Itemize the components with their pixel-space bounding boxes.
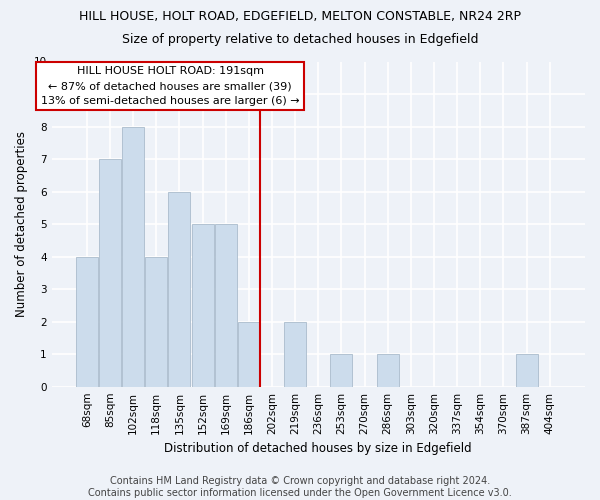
X-axis label: Distribution of detached houses by size in Edgefield: Distribution of detached houses by size … bbox=[164, 442, 472, 455]
Bar bbox=[331, 354, 352, 386]
Bar bbox=[122, 126, 144, 386]
Bar bbox=[76, 256, 98, 386]
Y-axis label: Number of detached properties: Number of detached properties bbox=[15, 131, 28, 317]
Bar bbox=[169, 192, 190, 386]
Text: Contains HM Land Registry data © Crown copyright and database right 2024.
Contai: Contains HM Land Registry data © Crown c… bbox=[88, 476, 512, 498]
Text: Size of property relative to detached houses in Edgefield: Size of property relative to detached ho… bbox=[122, 32, 478, 46]
Bar bbox=[99, 159, 121, 386]
Text: HILL HOUSE, HOLT ROAD, EDGEFIELD, MELTON CONSTABLE, NR24 2RP: HILL HOUSE, HOLT ROAD, EDGEFIELD, MELTON… bbox=[79, 10, 521, 23]
Bar bbox=[284, 322, 306, 386]
Bar bbox=[515, 354, 538, 386]
Bar bbox=[191, 224, 214, 386]
Bar bbox=[238, 322, 260, 386]
Text: HILL HOUSE HOLT ROAD: 191sqm
← 87% of detached houses are smaller (39)
13% of se: HILL HOUSE HOLT ROAD: 191sqm ← 87% of de… bbox=[41, 66, 299, 106]
Bar bbox=[377, 354, 399, 386]
Bar bbox=[145, 256, 167, 386]
Bar bbox=[215, 224, 236, 386]
